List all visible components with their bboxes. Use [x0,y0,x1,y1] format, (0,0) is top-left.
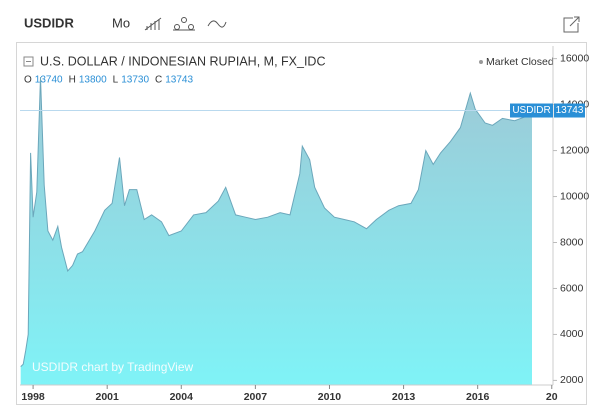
ohlc-label: O [24,75,32,86]
collapse-icon[interactable] [23,56,34,67]
last-value-label: 13743 [556,105,584,116]
x-tick-label: 1998 [21,391,45,403]
x-tick-label: 2016 [466,391,490,403]
interval[interactable]: Mo [112,15,130,30]
ohlc-row: O 13740 H 13800 L 13730 C 13743 [24,75,193,86]
last-label: USDIDR [512,105,550,116]
y-tick-label: 2000 [560,374,584,386]
ohlc-value: 13743 [165,75,193,86]
x-tick-label: 2010 [318,391,342,403]
x-tick-label: 2013 [392,391,416,403]
symbol[interactable]: USDIDR [24,15,74,30]
ohlc-label: C [155,75,162,86]
x-tick-label: 2007 [244,391,268,403]
price-line [20,76,533,367]
status-dot [479,60,483,64]
bars-icon[interactable] [144,17,162,31]
x-tick-label: 20 [546,391,558,403]
watermark: USDIDR chart by TradingView [32,360,194,374]
indicator-icon[interactable] [207,20,227,28]
market-status: Market Closed [486,56,554,68]
ohlc-value: 13800 [79,75,107,86]
ohlc-value: 13740 [35,75,63,86]
ohlc-label: L [113,75,119,86]
y-tick-label: 8000 [560,236,584,248]
chart-title: U.S. DOLLAR / INDONESIAN RUPIAH, M, FX_I… [40,54,325,68]
compare-icon[interactable] [173,17,195,31]
y-tick-label: 6000 [560,282,584,294]
popout-icon[interactable] [563,16,580,33]
x-tick-label: 2004 [170,391,194,403]
area-fill [20,77,532,385]
ohlc-value: 13730 [121,75,149,86]
ohlc-label: H [69,75,76,86]
y-tick-label: 4000 [560,328,584,340]
last-value-box [554,103,585,118]
last-label-box [510,103,553,118]
y-tick-label: 16000 [560,52,589,64]
y-tick-label: 10000 [560,190,589,202]
y-tick-label: 12000 [560,144,589,156]
x-tick-label: 2001 [96,391,120,403]
